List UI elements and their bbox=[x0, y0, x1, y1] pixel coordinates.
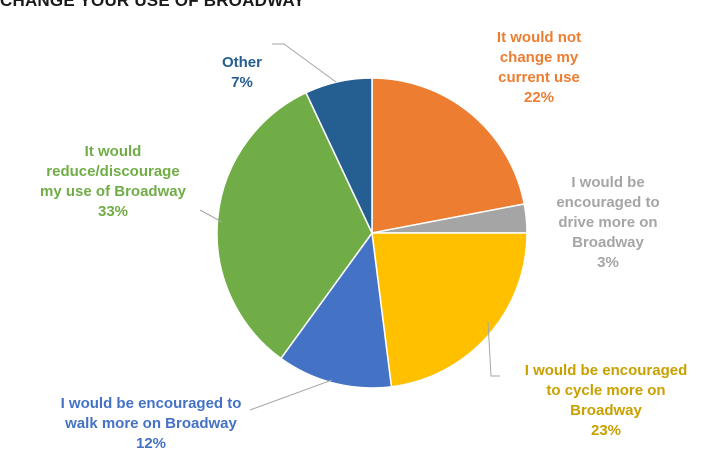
leader-line-walk bbox=[249, 379, 333, 411]
pie-slice-other bbox=[305, 77, 373, 234]
slice-label-pct: 7% bbox=[231, 74, 253, 91]
slice-label-text: It would not change my current use bbox=[496, 29, 582, 86]
leader-line-reduce bbox=[199, 209, 223, 223]
slice-label-text: It would reduce/discourage my use of Bro… bbox=[40, 143, 186, 200]
slice-label-walk: I would be encouraged to walk more on Br… bbox=[30, 374, 272, 474]
pie-slice-reduce bbox=[216, 91, 373, 360]
slice-label-pct: 22% bbox=[523, 89, 555, 106]
leader-line-other bbox=[272, 43, 337, 83]
slice-label-cycle: I would be encouraged to cycle more on B… bbox=[498, 341, 711, 461]
slice-label-pct: 23% bbox=[590, 422, 622, 439]
slice-label-text: I would be encouraged to drive more on B… bbox=[556, 174, 660, 251]
slice-label-not-change: It would not change my current use 22% bbox=[464, 8, 614, 128]
slice-label-text: I would be encouraged to cycle more on B… bbox=[524, 362, 688, 419]
slice-label-text: I would be encouraged to walk more on Br… bbox=[60, 395, 242, 432]
slice-label-drive: I would be encouraged to drive more on B… bbox=[538, 153, 678, 293]
pie-slice-not-change bbox=[371, 77, 526, 234]
pie-slice-walk bbox=[279, 231, 393, 389]
slice-label-other: Other 7% bbox=[200, 33, 284, 113]
slice-label-text: Other bbox=[221, 54, 262, 71]
pie-chart bbox=[199, 43, 528, 411]
slice-label-pct: 3% bbox=[597, 254, 619, 271]
leader-line-cycle bbox=[487, 321, 500, 377]
slice-label-reduce: It would reduce/discourage my use of Bro… bbox=[18, 122, 208, 242]
slice-label-pct: 33% bbox=[97, 203, 129, 220]
slice-label-pct: 12% bbox=[135, 435, 167, 452]
chart-title: CHANGE YOUR USE OF BROADWAY bbox=[0, 0, 305, 10]
